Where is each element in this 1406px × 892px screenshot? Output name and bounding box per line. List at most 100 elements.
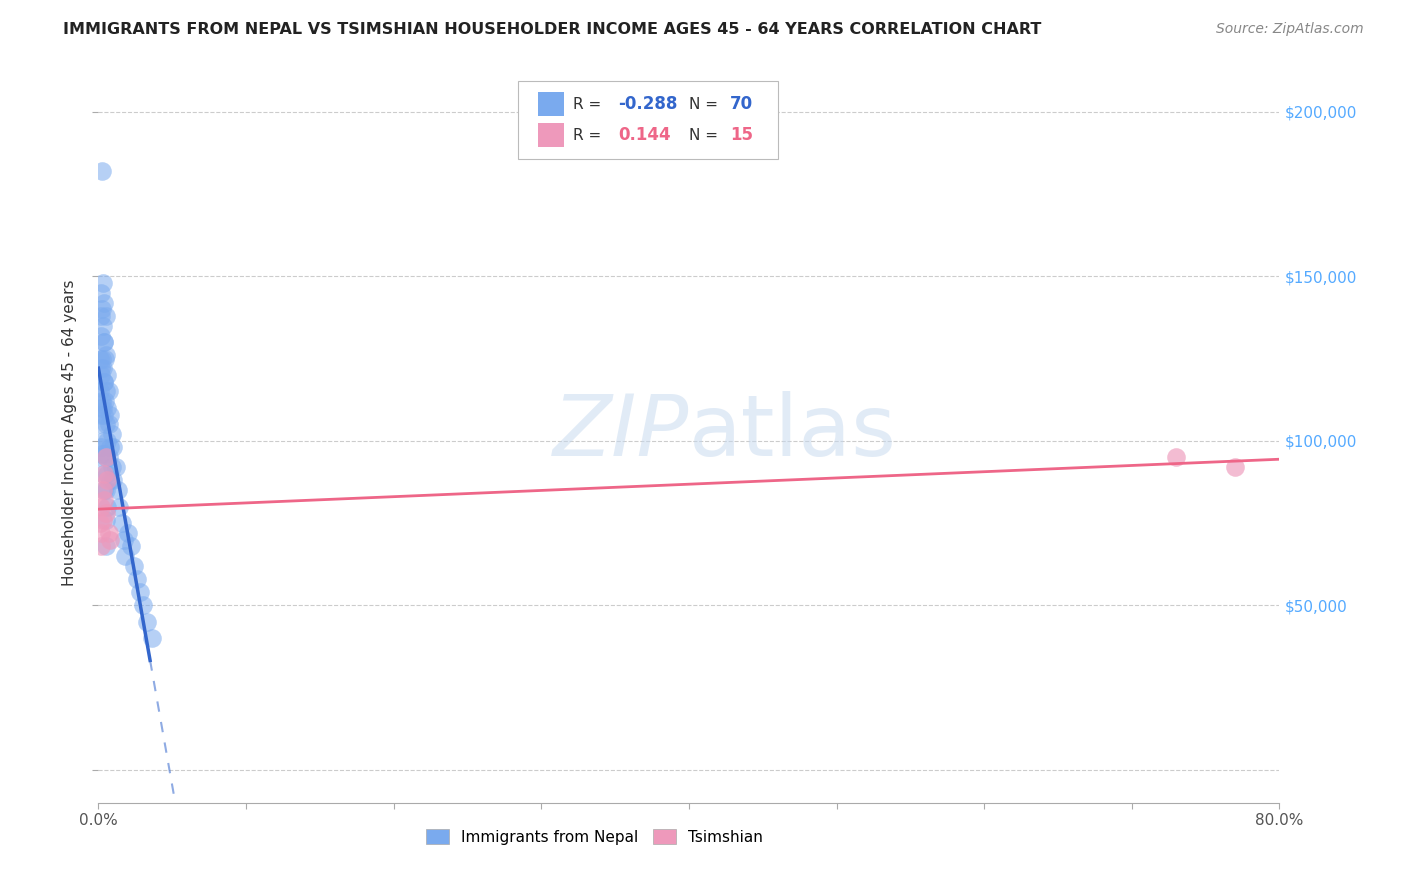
Point [91,164,114,178]
Point [117,526,139,541]
Text: 70: 70 [730,95,754,113]
Point [98,473,121,487]
Point [90,539,112,553]
Point [91,483,114,498]
Point [97,384,120,399]
Point [96,434,118,448]
Point [93,375,115,389]
Point [132,599,155,613]
Point [91,401,114,415]
Point [90,368,112,382]
Point [93,335,115,350]
Point [96,368,118,382]
Point [136,615,159,629]
Point [96,467,118,481]
Point [93,295,115,310]
Point [96,401,118,415]
Point [93,335,115,350]
Point [98,533,121,547]
Point [91,467,114,481]
Point [91,513,114,527]
Point [122,558,145,573]
Point [125,572,148,586]
Y-axis label: Householder Income Ages 45 - 64 years: Householder Income Ages 45 - 64 years [62,279,77,586]
Text: N =: N = [689,128,723,143]
Point [91,302,114,317]
Point [1225,460,1247,475]
Point [91,394,114,409]
Text: 0.144: 0.144 [619,127,671,145]
Point [91,351,114,366]
Text: -0.288: -0.288 [619,95,678,113]
FancyBboxPatch shape [537,123,564,146]
Point [96,473,118,487]
Point [97,450,120,465]
Point [93,467,115,481]
Point [93,447,115,461]
Point [91,276,114,290]
Point [90,361,112,376]
Point [112,533,135,547]
Point [89,450,111,465]
Text: ZIP: ZIP [553,391,689,475]
Point [100,460,122,475]
Point [90,441,112,455]
Point [128,585,150,599]
Point [93,493,115,508]
Text: N =: N = [689,97,723,112]
Text: atlas: atlas [689,391,897,475]
Point [89,417,111,432]
Point [105,460,128,475]
Point [120,539,142,553]
Point [90,526,112,541]
Text: 15: 15 [730,127,754,145]
Point [94,348,117,362]
Text: IMMIGRANTS FROM NEPAL VS TSIMSHIAN HOUSEHOLDER INCOME AGES 45 - 64 YEARS CORRELA: IMMIGRANTS FROM NEPAL VS TSIMSHIAN HOUSE… [63,22,1042,37]
Point [94,351,117,366]
Point [98,408,121,422]
Point [94,450,117,465]
Point [94,513,117,527]
Text: R =: R = [574,128,612,143]
Point [114,549,136,563]
Point [107,483,129,498]
Point [90,401,112,415]
Text: R =: R = [574,97,606,112]
Point [90,408,112,422]
Point [94,539,117,553]
Point [97,417,120,432]
Point [100,427,122,442]
Point [93,408,115,422]
Point [90,309,112,323]
Point [93,375,115,389]
Point [94,483,117,498]
Point [94,309,117,323]
Point [89,384,111,399]
Point [94,417,117,432]
Point [97,526,120,541]
Point [91,361,114,376]
Point [89,516,111,530]
Point [93,483,115,498]
Point [111,516,134,530]
Point [98,441,121,455]
Point [94,394,117,409]
Text: Source: ZipAtlas.com: Source: ZipAtlas.com [1216,22,1364,37]
Point [94,384,117,399]
Point [103,441,125,455]
Point [108,500,131,514]
Point [91,434,114,448]
Point [90,328,112,343]
Point [96,500,118,514]
Point [90,447,112,461]
Point [94,450,117,465]
Point [103,473,125,487]
Point [90,285,112,300]
Legend: Immigrants from Nepal, Tsimshian: Immigrants from Nepal, Tsimshian [419,822,769,851]
Point [141,632,163,646]
Point [89,351,111,366]
FancyBboxPatch shape [537,92,564,116]
Point [90,500,112,514]
Point [94,506,117,520]
Point [1166,450,1188,465]
